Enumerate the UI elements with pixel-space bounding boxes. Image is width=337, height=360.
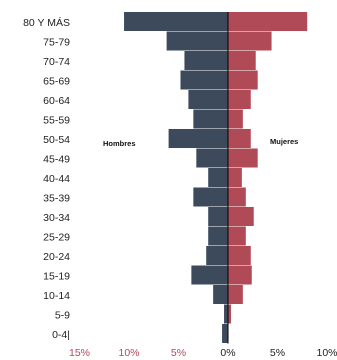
y-tick-label: 25-29 [43, 231, 70, 243]
bar-mujeres [228, 110, 243, 129]
bar-mujeres [228, 71, 258, 90]
y-tick-label: 0-4| [52, 329, 70, 341]
bar-hombres [124, 12, 228, 31]
y-tick-label: 50-54 [43, 134, 70, 146]
bar-mujeres [228, 246, 251, 265]
y-tick-label: 45-49 [43, 153, 70, 165]
bar-mujeres [228, 149, 258, 168]
x-tick-label: 10% [316, 347, 337, 359]
y-tick-label: 70-74 [43, 56, 70, 68]
annotation-hombres: Hombres [103, 139, 136, 148]
bar-hombres [208, 227, 228, 246]
bar-mujeres [228, 168, 242, 187]
bar-mujeres [228, 12, 307, 31]
x-tick-label: 5% [171, 347, 186, 359]
bar-hombres [188, 90, 228, 109]
bar-mujeres [228, 188, 246, 207]
bar-hombres [222, 324, 228, 343]
x-tick-label: 15% [69, 347, 90, 359]
y-tick-label: 55-59 [43, 114, 70, 126]
y-tick-label: 5-9 [55, 309, 70, 321]
y-tick-label: 30-34 [43, 212, 70, 224]
bar-hombres [191, 266, 228, 285]
bar-mujeres [228, 90, 251, 109]
x-tick-label: 0% [220, 347, 235, 359]
y-tick-label: 10-14 [43, 290, 70, 302]
y-tick-label: 65-69 [43, 75, 70, 87]
y-tick-label: 75-79 [43, 36, 70, 48]
bars [124, 12, 307, 343]
bar-hombres [167, 32, 228, 51]
bar-mujeres [228, 129, 251, 148]
y-tick-label: 80 Y MÁS [23, 16, 70, 29]
x-tick-labels: 15% 10% 5% 0% 5% 10% [69, 347, 337, 359]
annotation-mujeres: Mujeres [270, 137, 298, 146]
bar-mujeres [228, 32, 272, 51]
bar-mujeres [228, 227, 246, 246]
bar-mujeres [228, 266, 252, 285]
bar-hombres [213, 285, 228, 304]
bar-hombres [206, 246, 228, 265]
bar-hombres [184, 51, 228, 70]
bar-hombres [196, 149, 228, 168]
bar-mujeres [228, 285, 243, 304]
bar-hombres [169, 129, 228, 148]
bar-hombres [208, 207, 228, 226]
x-tick-label: 10% [118, 347, 139, 359]
bar-mujeres [228, 51, 256, 70]
bar-mujeres [228, 207, 254, 226]
bar-hombres [180, 71, 228, 90]
bar-hombres [193, 188, 228, 207]
bar-hombres [208, 168, 228, 187]
bar-hombres [224, 305, 228, 324]
x-tick-label: 5% [270, 347, 285, 359]
y-tick-label: 40-44 [43, 173, 70, 185]
y-tick-labels: 80 Y MÁS 75-79 70-74 65-69 60-64 55-59 50-54 45… [23, 16, 70, 341]
y-tick-label: 20-24 [43, 251, 70, 263]
y-tick-label: 35-39 [43, 192, 70, 204]
y-tick-label: 15-19 [43, 270, 70, 282]
y-tick-label: 60-64 [43, 95, 70, 107]
bar-hombres [193, 110, 228, 129]
